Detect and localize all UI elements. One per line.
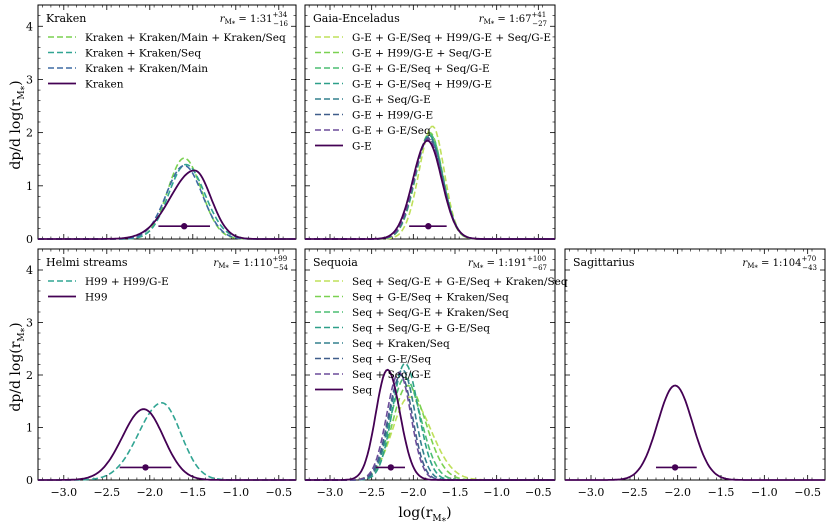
panel-title: Helmi streams [46,256,128,269]
y-tick-label: 1 [26,180,33,193]
y-tick-label: 1 [26,422,33,435]
legend-label: G-E + H99/G-E [352,110,433,122]
series-line [305,134,555,240]
legend-label: Kraken + Kraken/Seq [85,48,201,60]
x-tick-label: −1.0 [483,486,510,499]
legend-label: H99 [85,292,108,304]
y-tick-label: 4 [26,20,33,33]
ylabel-sub: M⁎ [17,327,27,341]
median-marker [387,464,395,471]
legend-label: G-E + G-E/Seq [352,125,431,137]
legend-label: Seq + G-E/Seq + Kraken/Seq [352,292,509,304]
legend-label: G-E + G-E/Seq + H99/G-E [352,79,492,91]
legend-label: Seq + G-E/Seq [352,354,431,366]
x-tick-label: −0.5 [794,486,821,499]
series-line [305,396,555,481]
panel-sagittarius: −3.0 −2.5 −2.0 −1.5 −1.0 −0.5 Sagittarius rM⁎ =… [564,248,826,499]
legend-label: Kraken [85,79,124,91]
x-tick-label: −2.5 [93,486,120,499]
panel-gaia-enceladus: Gaia-Enceladus rM⁎ = 1:67+41 −27 G-E + G-E/… [304,4,556,240]
legend-label: G-E + G-E/Seq + Seq/G-E [352,63,490,75]
median-marker [142,464,149,471]
legend-label: Kraken + Kraken/Main + Kraken/Seq [85,32,286,44]
legend-label: Seq + Seq/G-E [352,369,431,381]
x-tick-label: −3.0 [578,486,605,499]
mass-ratio: rM⁎ = 1:191+100 −67 [468,255,547,272]
ylabel-bottom: dp/d log(rM⁎) [8,322,27,411]
series-line [305,139,555,240]
panel-title: Sequoia [313,256,358,269]
median-marker [425,223,432,230]
ylabel-sub: M⁎ [17,85,27,99]
x-tick-label: −2.0 [664,486,691,499]
x-tick-label: −1.5 [442,486,469,499]
y-tick-label: 3 [26,317,33,330]
legend-label: Seq + Seq/G-E + Kraken/Seq [352,307,509,319]
y-tick-label: 3 [26,73,33,86]
panel-sequoia: −3.0 −2.5 −2.0 −1.5 −1.0 −0.5 Sequoia rM⁎ = 1:1… [304,248,568,499]
legend-label: G-E + Seq/G-E [352,94,431,106]
mass-ratio: rM⁎ = 1:104+70 −43 [742,255,817,272]
series-line [305,384,555,481]
y-tick-label: 0 [26,233,33,246]
mass-ratio: rM⁎ = 1:110+99 −54 [213,255,288,272]
legend-label: Seq + Seq/G-E + G-E/Seq + Kraken/Seq [352,276,568,288]
legend-label: H99 + H99/G-E [85,276,169,288]
x-tick-label: −3.0 [317,486,344,499]
series-line [38,408,296,481]
xlabel-sub: M⁎ [432,514,446,524]
x-tick-label: −0.5 [525,486,552,499]
legend-label: Seq [352,385,372,397]
y-tick-label: 4 [26,264,33,277]
x-tick-label: −0.5 [265,486,292,499]
legend-label: Kraken + Kraken/Main [85,63,208,75]
panel-kraken: 0 1 2 3 4 Kraken rM⁎ = 1:31+34 −16 Kraken + Krak… [26,4,297,246]
legend-label: Seq + Seq/G-E + G-E/Seq [352,323,490,335]
panel-title: Kraken [46,12,86,25]
series-line [38,169,296,240]
series-line [38,164,296,240]
xlabel: log(rM⁎) [398,505,451,524]
panel-helmi-streams: −3.0 −2.5 −2.0 −1.5 −1.0 −0.5 0 1 2 3 4 Helmi strea… [26,248,297,499]
x-tick-label: −2.0 [136,486,163,499]
series-line [305,369,555,481]
panel-title: Sagittarius [573,256,635,269]
ylabel-top: dp/d log(rM⁎) [8,80,27,169]
y-tick-label: 2 [26,369,33,382]
x-tick-label: −1.0 [222,486,249,499]
series-line [305,133,555,240]
x-tick-label: −2.5 [358,486,385,499]
x-tick-label: −2.5 [621,486,648,499]
median-marker [671,464,679,471]
x-tick-label: −2.0 [400,486,427,499]
x-tick-label: −3.0 [50,486,77,499]
mass-ratio: rM⁎ = 1:67+41 −27 [479,11,547,28]
x-tick-label: −1.5 [708,486,735,499]
median-marker [181,223,188,230]
series-line [38,401,296,481]
series-line [305,131,555,240]
legend-label: G-E + G-E/Seq + H99/G-E + Seq/G-E [352,32,551,44]
x-tick-label: −1.0 [751,486,778,499]
legend-label: Seq + Kraken/Seq [352,338,450,350]
panel-frame [564,248,826,481]
panel-title: Gaia-Enceladus [313,12,400,25]
y-tick-label: 0 [26,474,33,487]
legend-label: G-E [352,141,372,153]
series-line [305,368,555,481]
legend-label: G-E + H99/G-E + Seq/G-E [352,48,492,60]
mass-ratio: rM⁎ = 1:31+34 −16 [220,11,289,28]
x-tick-label: −1.5 [179,486,206,499]
series-line [565,384,825,481]
y-tick-label: 2 [26,127,33,140]
